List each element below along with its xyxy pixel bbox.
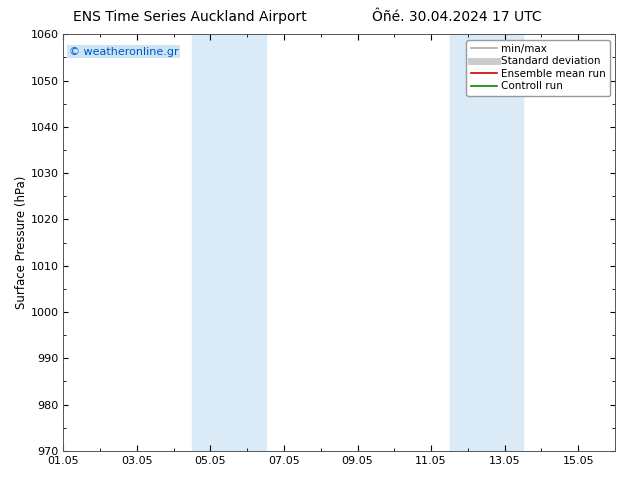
Text: © weatheronline.gr: © weatheronline.gr xyxy=(69,47,179,57)
Bar xyxy=(450,34,523,451)
Text: ENS Time Series Auckland Airport: ENS Time Series Auckland Airport xyxy=(74,10,307,24)
Y-axis label: Surface Pressure (hPa): Surface Pressure (hPa) xyxy=(15,176,28,309)
Legend: min/max, Standard deviation, Ensemble mean run, Controll run: min/max, Standard deviation, Ensemble me… xyxy=(467,40,610,96)
Bar xyxy=(192,34,266,451)
Text: Ôñé. 30.04.2024 17 UTC: Ôñé. 30.04.2024 17 UTC xyxy=(372,10,541,24)
